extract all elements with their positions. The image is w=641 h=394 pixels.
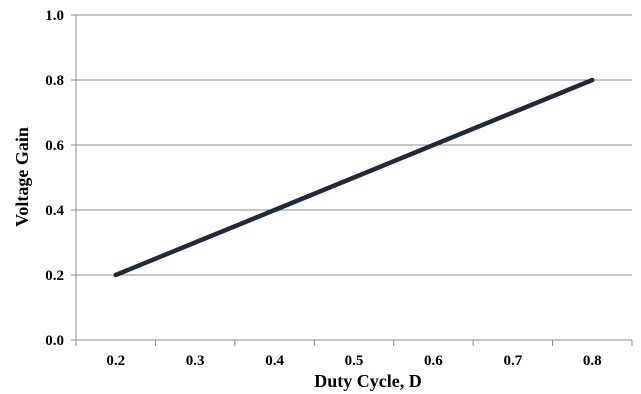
data-point (511, 111, 515, 115)
data-point (114, 273, 118, 277)
data-point (590, 78, 594, 82)
y-tick-label: 0.0 (45, 333, 64, 349)
x-tick-label: 0.5 (345, 353, 364, 369)
data-point (431, 143, 435, 147)
x-tick-labels: 0.2 0.3 0.4 0.5 0.6 0.7 0.8 (106, 353, 601, 369)
x-tick-label: 0.4 (265, 353, 284, 369)
y-tick-label: 0.2 (45, 268, 64, 284)
y-tick-labels: 0.0 0.2 0.4 0.6 0.8 1.0 (45, 8, 64, 349)
x-tick-label: 0.6 (424, 353, 443, 369)
series-layer (114, 78, 595, 277)
y-tick-label: 0.8 (45, 73, 64, 89)
x-tick-label: 0.8 (583, 353, 602, 369)
gridlines (76, 15, 632, 275)
y-tick-label: 0.4 (45, 203, 64, 219)
x-tick-label: 0.2 (106, 353, 125, 369)
y-tick-label: 1.0 (45, 8, 64, 24)
x-tick-label: 0.7 (503, 353, 522, 369)
x-axis-title: Duty Cycle, D (314, 371, 421, 391)
data-point (352, 176, 356, 180)
x-tick-label: 0.3 (186, 353, 205, 369)
y-axis-title: Voltage Gain (12, 127, 32, 227)
data-point (193, 241, 197, 245)
y-tick-label: 0.6 (45, 138, 64, 154)
data-point (273, 208, 277, 212)
